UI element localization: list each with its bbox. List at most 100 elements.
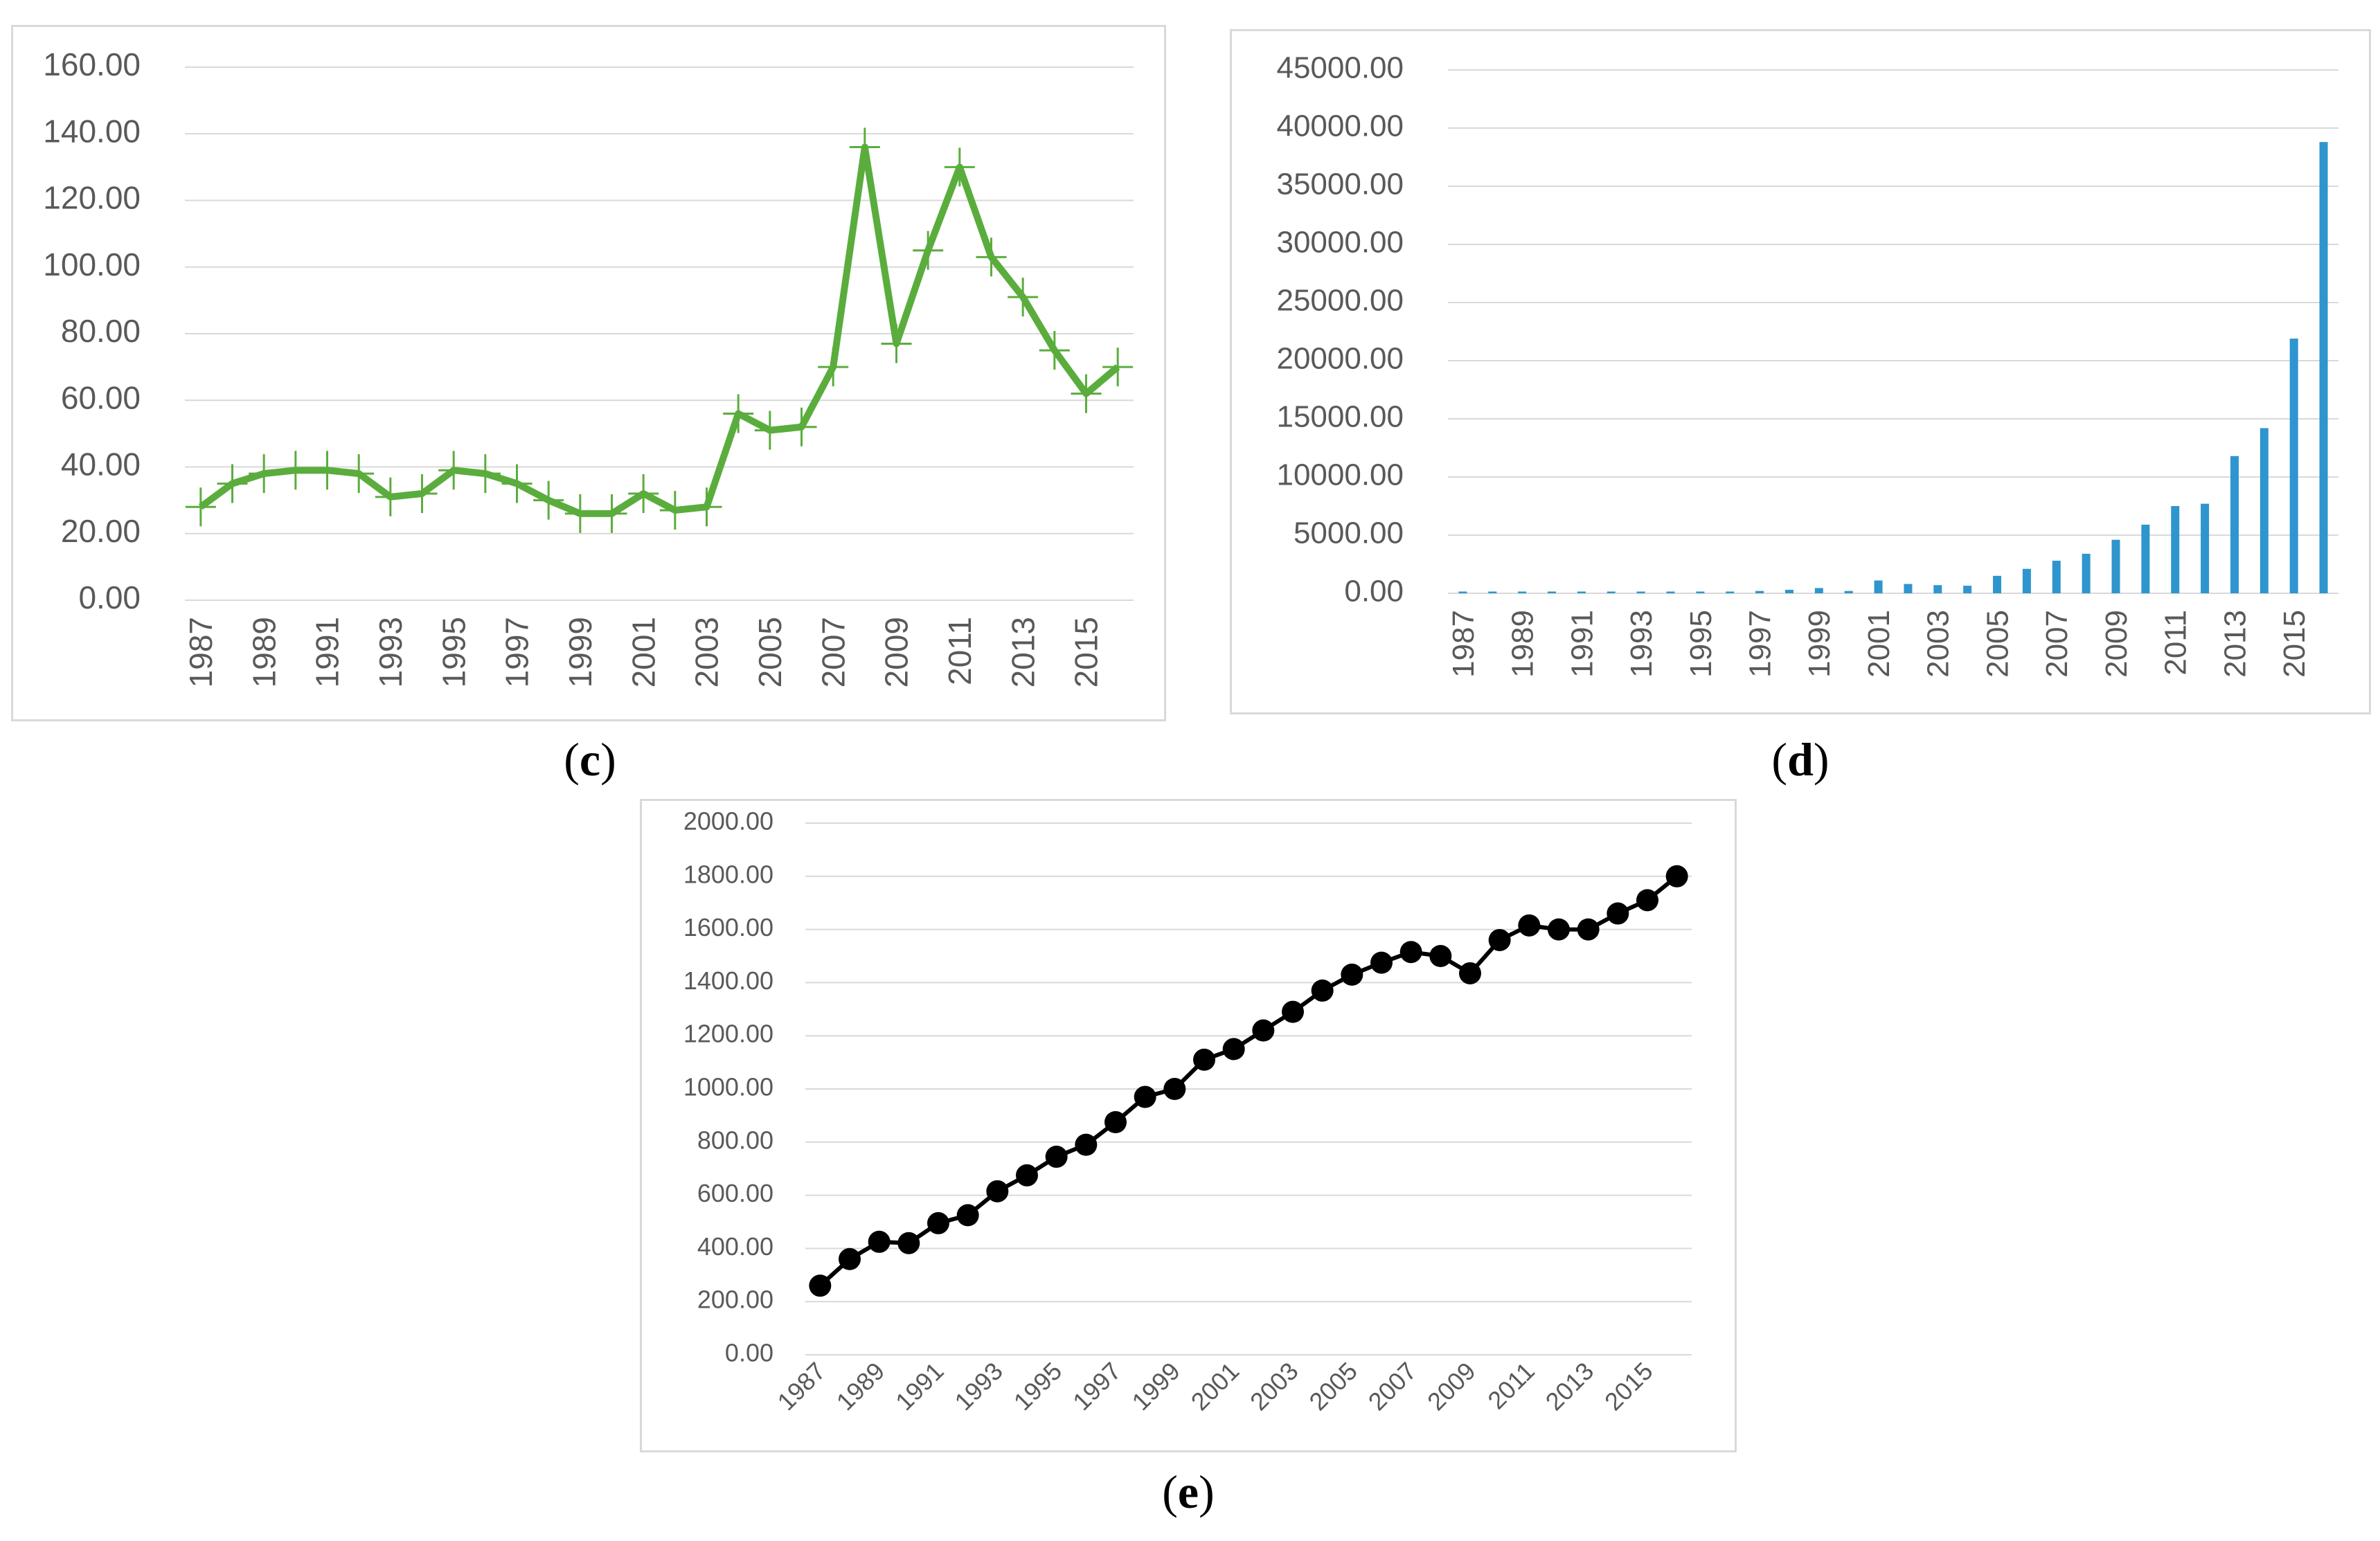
data-point-c: [280, 451, 311, 490]
data-point-c: [691, 487, 722, 527]
bar-d: [1458, 591, 1467, 593]
y-tick-label-d: 15000.00: [1276, 400, 1404, 434]
data-point-c: [438, 451, 469, 490]
x-tick-label-c: 2007: [815, 617, 851, 687]
y-tick-label-d: 30000.00: [1276, 226, 1404, 260]
bar-d: [1548, 591, 1557, 593]
x-tick-label-d: 2003: [1922, 610, 1956, 678]
data-point-c: [818, 348, 849, 387]
x-tick-label-e: 2009: [1422, 1357, 1481, 1416]
x-tick-label-d: 2011: [2159, 610, 2193, 676]
data-point-e: [1548, 918, 1570, 941]
data-point-e: [1518, 914, 1541, 937]
data-point-c: [723, 394, 754, 433]
data-point-e: [1488, 928, 1511, 951]
y-tick-label-d: 10000.00: [1276, 458, 1404, 492]
data-point-e: [839, 1247, 861, 1270]
x-tick-label-e: 2011: [1482, 1357, 1540, 1415]
caption-e-letter: e: [1177, 1466, 1199, 1518]
data-point-c: [754, 411, 785, 450]
data-point-e: [868, 1230, 891, 1253]
y-tick-label-d: 5000.00: [1294, 516, 1404, 550]
data-point-c: [881, 324, 912, 363]
bar-d: [2052, 560, 2061, 593]
x-tick-label-c: 2015: [1068, 617, 1104, 687]
bar-d: [1874, 580, 1883, 593]
bar-d: [1577, 591, 1586, 593]
chart-panel-d: 0.00 5000.00 10000.00 15000.00 20000.00 25000…: [1230, 29, 2371, 714]
chart-panel-c: 0.00 20.00 40.00 60.00 80.00 100.00 120.00 140.…: [11, 25, 1166, 721]
x-tick-label-d: 1993: [1625, 610, 1658, 678]
data-point-e: [1193, 1048, 1215, 1071]
chart-c-svg: 0.00 20.00 40.00 60.00 80.00 100.00 120.00 140.…: [43, 46, 1134, 687]
x-tick-label-d: 2005: [1980, 610, 2014, 678]
caption-c: (c): [564, 733, 616, 786]
bar-d: [1993, 575, 2002, 593]
data-point-c: [659, 491, 690, 530]
data-point-e: [1252, 1019, 1275, 1042]
data-point-e: [927, 1211, 949, 1234]
data-point-c: [217, 464, 248, 503]
y-tick-label-e: 1800.00: [683, 860, 773, 888]
x-tick-label-c: 2003: [689, 617, 725, 687]
x-tick-label-d: 1991: [1565, 610, 1599, 678]
y-tick-label-c: 100.00: [43, 246, 141, 282]
data-point-c: [913, 231, 944, 270]
y-tick-label-d: 35000.00: [1276, 168, 1404, 201]
y-tick-label-d: 20000.00: [1276, 342, 1404, 376]
bar-d: [2319, 142, 2328, 593]
y-tick-label-e: 0.00: [725, 1339, 773, 1367]
x-tick-label-e: 2001: [1185, 1357, 1245, 1416]
bar-d: [2022, 568, 2031, 593]
x-tick-label-e: 2015: [1599, 1357, 1658, 1416]
data-point-e: [1607, 902, 1629, 925]
x-tick-label-e: 2005: [1303, 1357, 1363, 1416]
bar-d: [1488, 591, 1497, 593]
data-point-e: [1222, 1038, 1245, 1061]
x-tick-label-d: 1999: [1802, 610, 1836, 678]
data-point-c: [786, 407, 817, 447]
x-tick-label-d: 2007: [2040, 610, 2074, 678]
data-point-e: [1311, 979, 1334, 1002]
bar-d: [1518, 591, 1527, 593]
bar-d: [2141, 524, 2150, 593]
y-tick-label-c: 20.00: [61, 513, 141, 549]
caption-c-letter: c: [579, 733, 601, 786]
data-point-c: [596, 494, 627, 533]
y-tick-label-e: 1600.00: [683, 913, 773, 941]
x-tick-label-d: 1987: [1447, 610, 1480, 678]
x-tick-label-e: 1997: [1067, 1357, 1127, 1416]
x-tick-label-e: 2007: [1363, 1357, 1422, 1416]
y-tick-label-c: 140.00: [43, 113, 141, 149]
x-tick-label-c: 1995: [436, 617, 472, 687]
x-tick-label-e: 1987: [771, 1357, 831, 1416]
data-point-e: [1341, 963, 1363, 986]
data-point-e: [1429, 945, 1452, 967]
bar-d: [1963, 586, 1972, 593]
y-tick-label-c: 40.00: [61, 447, 141, 483]
data-point-e: [897, 1232, 920, 1254]
bar-d: [1666, 591, 1675, 593]
data-point-c: [185, 487, 216, 527]
data-point-e: [1016, 1164, 1038, 1187]
x-tick-label-e: 1991: [890, 1357, 949, 1416]
y-tick-label-e: 600.00: [697, 1179, 773, 1207]
y-tick-label-c: 120.00: [43, 180, 141, 216]
x-tick-label-c: 2009: [879, 617, 915, 687]
bar-d: [2201, 503, 2210, 593]
x-tick-label-d: 2013: [2218, 610, 2252, 678]
bar-d: [2260, 428, 2269, 593]
x-tick-label-c: 1999: [562, 617, 598, 687]
bar-d: [2111, 539, 2120, 593]
data-point-c: [406, 474, 438, 513]
data-point-c: [849, 127, 880, 167]
data-point-c: [1071, 374, 1102, 413]
data-point-c: [343, 454, 375, 494]
y-tick-label-c: 80.00: [61, 313, 141, 349]
x-tick-label-e: 1989: [831, 1357, 891, 1416]
y-tick-label-c: 0.00: [78, 579, 141, 615]
data-point-c: [533, 480, 564, 520]
x-tick-label-e: 1993: [949, 1357, 1008, 1416]
y-tick-label-d: 0.00: [1344, 575, 1404, 609]
y-tick-label-d: 25000.00: [1276, 284, 1404, 318]
